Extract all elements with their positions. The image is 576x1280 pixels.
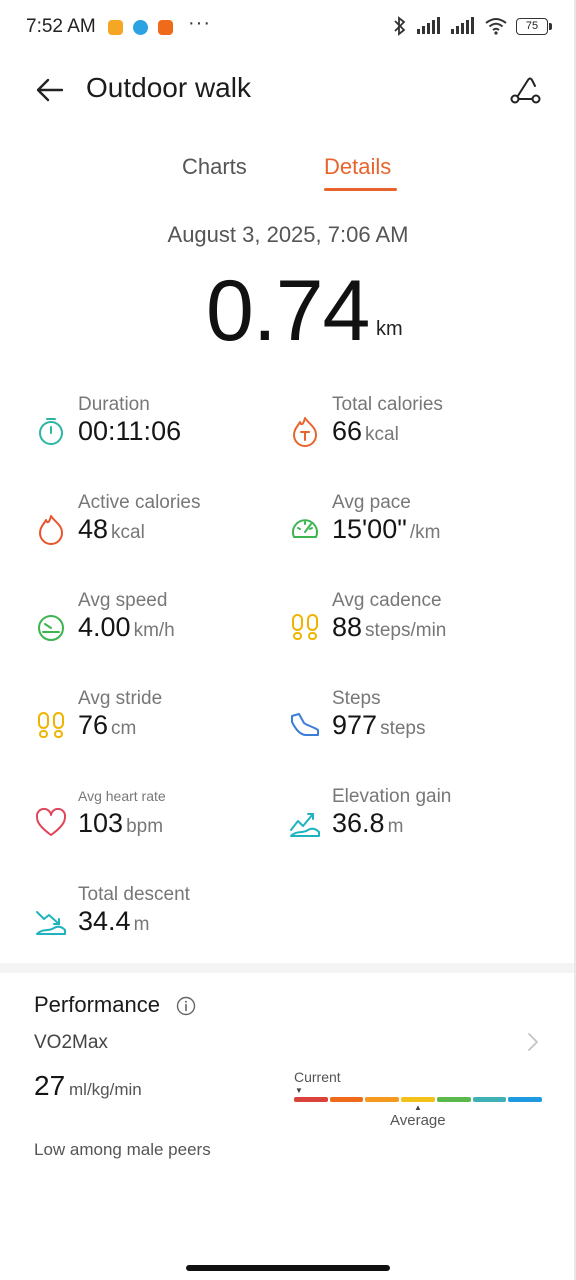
metric-label: Avg cadence (332, 590, 442, 611)
scale-segment (508, 1097, 543, 1102)
footprints-icon (38, 712, 64, 738)
metric-value: 76 (78, 710, 109, 740)
tab-details[interactable]: Details (324, 154, 392, 179)
vo2max-value: 27 (34, 1070, 66, 1101)
scale-segment (472, 1097, 507, 1102)
metric-value: 34.4 (78, 906, 131, 936)
metric-value: 977 (332, 710, 378, 740)
scale-segment (365, 1097, 400, 1102)
current-label: Current (294, 1069, 341, 1085)
descent-icon (36, 911, 66, 935)
vo2max-unit: ml/kg/min (69, 1080, 142, 1099)
stopwatch-icon (39, 418, 63, 445)
metric-label: Total calories (332, 394, 443, 415)
bluetooth-icon (394, 16, 406, 36)
vo2max-scale (294, 1097, 543, 1102)
screen-edge (574, 0, 576, 1280)
metric-unit: steps (380, 718, 426, 739)
metric-value: 4.00 (78, 612, 131, 642)
metric-label: Avg pace (332, 492, 411, 513)
metric-unit: m (133, 914, 150, 935)
metric-label: Active calories (78, 492, 201, 513)
metric-label: Total descent (78, 884, 190, 905)
current-marker: ▼ (295, 1086, 303, 1095)
metric-value: 88 (332, 612, 363, 642)
speedometer-icon (38, 615, 64, 641)
distance-unit: km (376, 318, 403, 340)
metric-label: Duration (78, 394, 150, 415)
status-time: 7:52 AM (26, 16, 96, 37)
tab-charts[interactable]: Charts (182, 154, 247, 179)
more-notifications-icon: ··· (188, 12, 211, 34)
flame-total-icon (293, 417, 317, 447)
peer-comparison-text: Low among male peers (34, 1140, 211, 1159)
metric-unit: bpm (126, 816, 164, 837)
pace-gauge-icon (292, 519, 318, 538)
metric-label: Elevation gain (332, 786, 452, 807)
signal-icon (451, 17, 474, 34)
shoe-icon (291, 713, 319, 736)
section-divider (0, 963, 576, 973)
metric-label: Avg speed (78, 590, 168, 611)
battery-indicator: 75 (516, 17, 552, 35)
notes-app-icon (108, 20, 123, 35)
footprints-icon (292, 614, 318, 640)
metric-label: Steps (332, 688, 381, 709)
distance-value: 0.74 (206, 263, 370, 359)
scale-segment (436, 1097, 471, 1102)
mi-app-icon (158, 20, 173, 35)
wifi-icon (485, 18, 507, 35)
metric-unit: m (387, 816, 404, 837)
metric-value: 103 (78, 808, 124, 838)
back-arrow-icon[interactable] (34, 74, 66, 106)
page-title: Outdoor walk (86, 72, 251, 103)
heart-icon (35, 807, 67, 836)
metric-unit: /km (409, 522, 441, 543)
metric-unit: steps/min (365, 620, 447, 641)
scale-segment (294, 1097, 328, 1102)
status-icons: 75 (392, 16, 552, 36)
performance-title: Performance (34, 992, 160, 1017)
chevron-right-icon[interactable] (526, 1032, 540, 1052)
metric-value: 66 (332, 416, 363, 446)
flame-icon (39, 515, 63, 545)
average-label: Average (390, 1112, 446, 1129)
home-indicator[interactable] (186, 1265, 390, 1271)
route-icon[interactable] (508, 72, 542, 106)
info-icon[interactable] (176, 996, 196, 1016)
metric-value: 48 (78, 514, 109, 544)
metric-unit: km/h (133, 620, 175, 641)
scale-segment (401, 1097, 435, 1102)
metric-unit: cm (111, 718, 137, 739)
telegram-icon (133, 20, 148, 35)
average-marker: ▲ (414, 1103, 422, 1112)
elevation-gain-icon (290, 813, 320, 837)
metric-label: Avg heart rate (78, 788, 166, 804)
metric-value: 36.8 (332, 808, 385, 838)
active-tab-indicator (324, 188, 397, 191)
metric-unit: kcal (111, 522, 145, 543)
signal-icon (417, 17, 440, 34)
scale-segment (329, 1097, 364, 1102)
metric-unit: kcal (365, 424, 399, 445)
metric-label: Avg stride (78, 688, 163, 709)
vo2max-label: VO2Max (34, 1032, 108, 1053)
metric-value: 00:11:06 (78, 416, 182, 446)
metric-value: 15'00" (332, 514, 407, 544)
workout-date: August 3, 2025, 7:06 AM (167, 222, 409, 247)
